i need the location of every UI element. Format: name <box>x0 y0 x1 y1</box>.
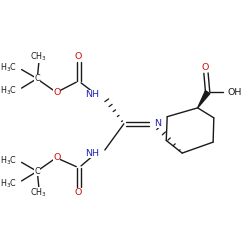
Text: NH: NH <box>85 149 99 158</box>
Text: CH$_3$: CH$_3$ <box>30 186 47 199</box>
Text: O: O <box>53 153 60 162</box>
Text: O: O <box>202 64 209 72</box>
Text: C: C <box>34 167 40 176</box>
Text: O: O <box>53 88 60 97</box>
Text: O: O <box>75 52 82 61</box>
Text: CH$_3$: CH$_3$ <box>30 51 47 64</box>
Text: NH: NH <box>85 90 99 98</box>
Polygon shape <box>198 91 210 108</box>
Text: C: C <box>34 74 40 83</box>
Text: N: N <box>154 119 161 128</box>
Text: H$_3$C: H$_3$C <box>0 154 18 167</box>
Text: H$_3$C: H$_3$C <box>0 85 18 97</box>
Text: H$_3$C: H$_3$C <box>0 62 18 74</box>
Text: O: O <box>75 188 82 196</box>
Text: OH: OH <box>228 88 242 97</box>
Text: H$_3$C: H$_3$C <box>0 178 18 190</box>
